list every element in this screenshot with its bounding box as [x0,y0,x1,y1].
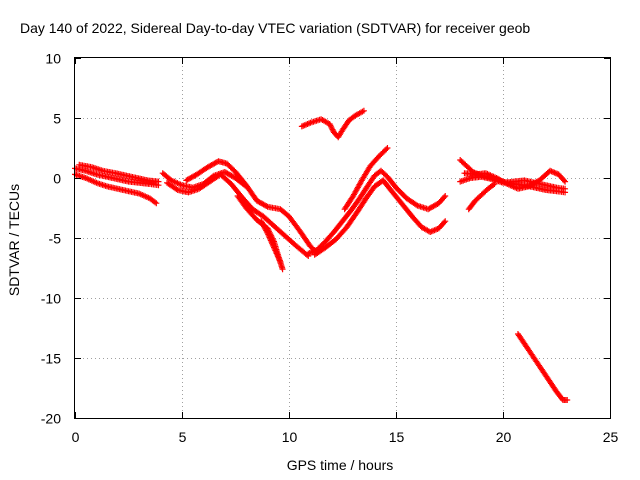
series-band-0-4c [76,161,162,185]
data-point [277,259,284,265]
series-main-rise [341,145,391,213]
x-axis-label: GPS time / hours [287,457,394,473]
data-point [441,194,448,201]
data-point [360,107,367,114]
series-main-upper [305,167,449,257]
y-tick-label: 10 [45,51,61,67]
chart-title: Day 140 of 2022, Sidereal Day-to-day VTE… [20,20,530,36]
data-point [441,219,448,226]
data-point [465,206,472,213]
y-tick-label: 0 [53,171,61,187]
y-tick-label: -15 [41,351,61,367]
series-late-d [465,181,498,213]
series-segment-c [183,158,320,256]
y-tick-label: 5 [53,111,61,127]
series-main-lower [311,177,449,258]
data-point [152,199,159,206]
axis-ticks: 0 5 10 15 20 25 -20 -15 -10 -5 0 5 10 [41,51,619,446]
data-point [173,186,180,193]
plot-frame [74,57,611,419]
data-point [442,218,449,225]
x-tick-label: 5 [179,429,187,445]
x-tick-label: 10 [282,429,298,445]
x-tick-label: 25 [603,429,619,445]
data-point [263,203,270,210]
data-point [562,178,569,185]
data-point [560,177,567,184]
x-tick-label: 15 [389,429,405,445]
grid [75,58,610,418]
series-late-c [461,167,569,192]
data-point [279,266,286,273]
data-point [155,178,162,185]
data-point [153,200,160,207]
data-point [562,185,569,192]
data-point [466,205,473,211]
x-tick-label: 20 [496,429,512,445]
series-segment-e [258,218,284,265]
data-point [383,146,390,153]
series-band-0-4b [72,171,160,207]
y-tick-label: -20 [41,411,61,427]
data-point [564,397,571,403]
y-axis-label: SDTVAR / TECUs [6,184,22,296]
y-tick-label: -5 [49,231,62,247]
data-point [384,145,391,151]
series-descent [514,331,571,403]
data-point [442,193,449,199]
series-segment-b [164,171,312,259]
data-point [263,228,270,235]
data-points [72,107,571,403]
series-upper-arc [298,107,367,141]
y-tick-label: -10 [41,291,61,307]
x-tick-label: 0 [72,429,80,445]
